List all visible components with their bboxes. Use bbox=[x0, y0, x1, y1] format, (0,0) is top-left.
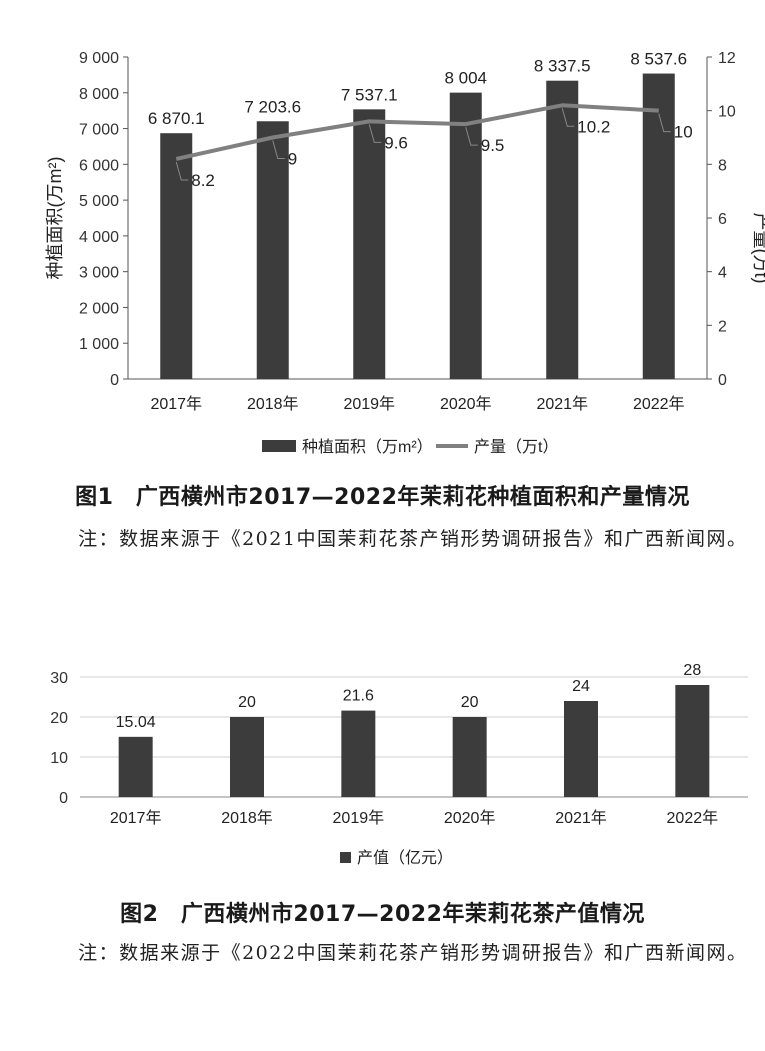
x-tick-label: 2021年 bbox=[555, 809, 607, 827]
bar-data-label: 15.04 bbox=[116, 714, 156, 731]
line-label-leader bbox=[175, 161, 189, 181]
bar bbox=[341, 710, 376, 797]
line-label-leader bbox=[658, 113, 671, 133]
line-data-label: 9 bbox=[288, 150, 297, 169]
chart-area-and-output: 0 1 000 2 000 3 000 4 000 5 000 6 000 7 000 8 00… bbox=[45, 50, 765, 456]
bar-data-label: 24 bbox=[572, 678, 590, 695]
output-line bbox=[175, 103, 659, 161]
y-right-tick-label: 6 bbox=[718, 211, 727, 228]
x-tick-label: 2021年 bbox=[536, 395, 588, 413]
legend-swatch-value bbox=[340, 852, 351, 863]
line-data-label: 8.2 bbox=[191, 171, 215, 190]
bar bbox=[118, 736, 153, 797]
bar-data-label: 28 bbox=[683, 662, 701, 679]
bar-data-label: 8 004 bbox=[444, 69, 487, 88]
y-left-tick-label: 8 000 bbox=[79, 86, 119, 103]
x-tick-label: 2019年 bbox=[343, 395, 395, 413]
bar bbox=[675, 685, 710, 797]
bar bbox=[256, 121, 289, 379]
bar bbox=[564, 701, 598, 797]
x-tick-label: 2020年 bbox=[440, 395, 492, 413]
y-tick-label: 0 bbox=[59, 790, 68, 807]
line-data-label: 9.5 bbox=[481, 136, 505, 155]
y-left-tick-label: 0 bbox=[110, 372, 119, 389]
bar bbox=[230, 717, 264, 797]
legend-label-area: 种植面积（万m²） bbox=[302, 438, 433, 456]
x-tick-label: 2018年 bbox=[221, 809, 273, 827]
legend-swatch-area bbox=[262, 440, 296, 452]
y-right-axis-label: 产量(万t) bbox=[751, 213, 765, 284]
x-tick-label: 2018年 bbox=[247, 395, 299, 413]
y-left-tick-label: 5 000 bbox=[79, 193, 119, 210]
bar-data-label: 20 bbox=[461, 694, 479, 711]
y-left-tick-label: 7 000 bbox=[79, 122, 119, 139]
bar-data-label: 8 537.6 bbox=[630, 50, 687, 69]
bar bbox=[353, 109, 386, 380]
y-right-tick-label: 12 bbox=[718, 50, 736, 67]
chart-output-value: 0 10 20 30 2017年 2018年 2019年 2020年 2021年 2022年 15… bbox=[50, 662, 748, 867]
y-right-tick-label: 2 bbox=[718, 318, 727, 335]
line-data-label: 10 bbox=[674, 123, 693, 142]
bar bbox=[642, 73, 675, 380]
legend-label-output: 产量（万t） bbox=[474, 438, 558, 456]
y-right-tick-label: 8 bbox=[718, 157, 727, 174]
bar-data-label: 7 537.1 bbox=[341, 85, 398, 104]
x-tick-label: 2022年 bbox=[633, 395, 685, 413]
y-left-tick-label: 9 000 bbox=[79, 50, 119, 67]
bar bbox=[449, 92, 482, 379]
x-tick-label: 2019年 bbox=[333, 809, 385, 827]
bar-data-label: 8 337.5 bbox=[534, 57, 591, 76]
bar bbox=[546, 80, 579, 380]
figure1-caption: 图1 广西横州市2017—2022年茉莉花种植面积和产量情况 bbox=[75, 485, 690, 510]
line-label-leader bbox=[272, 140, 285, 159]
y-tick-label: 20 bbox=[50, 710, 68, 727]
figure2-caption: 图2 广西横州市2017—2022年茉莉花茶产值情况 bbox=[120, 902, 645, 927]
bar-data-label: 7 203.6 bbox=[244, 97, 301, 116]
line-label-leader bbox=[368, 124, 382, 143]
line-data-label: 9.6 bbox=[384, 133, 408, 152]
line-data-label: 10.2 bbox=[577, 117, 610, 136]
bar bbox=[160, 133, 193, 379]
y-left-axis-label: 种植面积(万m²) bbox=[45, 157, 65, 280]
bar-data-label: 6 870.1 bbox=[148, 109, 205, 128]
bar-data-label: 20 bbox=[238, 694, 256, 711]
x-tick-label: 2017年 bbox=[150, 395, 202, 413]
line-label-leader bbox=[561, 108, 575, 127]
y-tick-label: 10 bbox=[50, 750, 68, 767]
y-left-tick-label: 4 000 bbox=[79, 229, 119, 246]
y-left-tick-label: 3 000 bbox=[79, 265, 119, 282]
x-tick-label: 2017年 bbox=[110, 809, 162, 827]
y-tick-label: 30 bbox=[50, 670, 68, 687]
bar-data-label: 21.6 bbox=[343, 688, 374, 705]
line-label-leader bbox=[465, 126, 478, 146]
figure2-note: 注：数据来源于《2022中国茉莉花茶产销形势调研报告》和广西新闻网。 bbox=[78, 942, 748, 964]
x-tick-label: 2022年 bbox=[667, 809, 719, 827]
bar bbox=[452, 717, 487, 797]
x-tick-label: 2020年 bbox=[444, 809, 496, 827]
y-left-tick-label: 1 000 bbox=[79, 336, 119, 353]
figure1-note: 注：数据来源于《2021中国茉莉花茶产销形势调研报告》和广西新闻网。 bbox=[78, 528, 748, 550]
y-left-tick-label: 2 000 bbox=[79, 300, 119, 317]
y-left-tick-label: 6 000 bbox=[79, 157, 119, 174]
y-right-tick-label: 10 bbox=[718, 104, 736, 121]
y-right-tick-label: 0 bbox=[718, 372, 727, 389]
legend-label-value: 产值（亿元） bbox=[357, 849, 453, 867]
y-right-tick-label: 4 bbox=[718, 265, 727, 282]
